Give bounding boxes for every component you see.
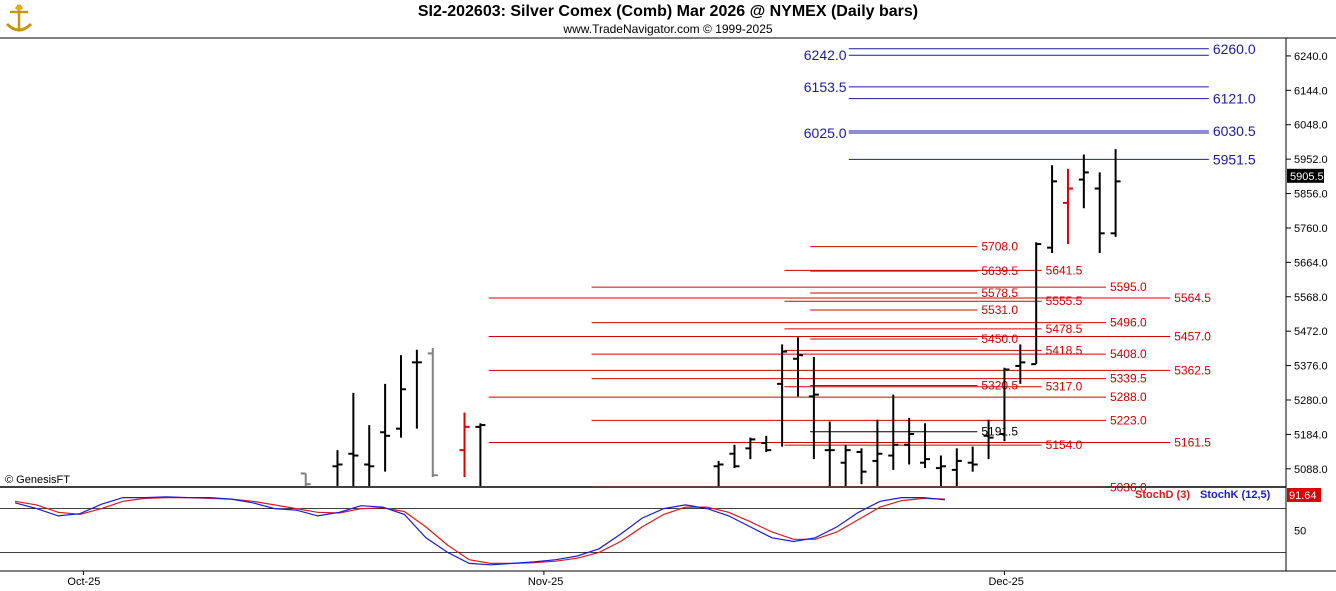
level-label: 5450.0	[981, 332, 1018, 346]
level-label: 5457.0	[1174, 330, 1211, 344]
level-label: 5496.0	[1110, 316, 1147, 330]
stoch-d-line	[14, 497, 946, 564]
level-label: 5951.5	[1213, 151, 1256, 167]
level-label: 6242.0	[804, 47, 847, 63]
price-tick-label: 5280.0	[1294, 395, 1328, 407]
stoch-tick-label: 50	[1294, 526, 1306, 538]
level-label: 5154.0	[1046, 438, 1083, 452]
trade-navigator-logo-icon	[4, 2, 34, 34]
price-tick-label: 5472.0	[1294, 326, 1328, 338]
level-label: 5418.5	[1046, 343, 1083, 357]
level-label: 5641.5	[1046, 263, 1083, 277]
price-tick-label: 5856.0	[1294, 189, 1328, 201]
level-label: 5531.0	[981, 303, 1018, 317]
level-label: 5362.5	[1174, 363, 1211, 377]
price-tick-label: 6144.0	[1294, 85, 1328, 97]
stochastic-panel: 50 StochD (3) StochK (12,5) 91.64	[0, 488, 1321, 566]
chart-header: SI2-202603: Silver Comex (Comb) Mar 2026…	[0, 0, 1336, 38]
time-tick-label: Dec-25	[988, 576, 1023, 588]
price-tick-label: 5568.0	[1294, 292, 1328, 304]
price-tick-label: 5760.0	[1294, 223, 1328, 235]
chart-title: SI2-202603: Silver Comex (Comb) Mar 2026…	[417, 3, 919, 20]
time-tick-label: Oct-25	[67, 576, 100, 588]
copyright-label: © GenesisFT	[5, 474, 70, 486]
price-tick-label: 6240.0	[1294, 51, 1328, 63]
level-label: 6025.0	[804, 125, 847, 141]
level-label: 5578.5	[981, 286, 1018, 300]
level-label: 5555.5	[1046, 294, 1083, 308]
level-label: 5320.5	[981, 378, 1018, 392]
level-label: 6121.0	[1213, 91, 1256, 107]
price-level-lines: 6260.0 6242.0 6153.5 6121.0 6030.5 6025.0 5951…	[488, 41, 1256, 494]
level-label: 5708.0	[981, 240, 1018, 254]
price-tick-label: 5088.0	[1294, 464, 1328, 476]
price-tick-label: 5184.0	[1294, 429, 1328, 441]
level-label: 6260.0	[1213, 41, 1256, 57]
level-label: 5595.0	[1110, 280, 1147, 294]
level-label: 6030.5	[1213, 123, 1256, 139]
level-label: 5639.5	[981, 264, 1018, 278]
stoch-k-line	[14, 496, 946, 566]
price-tick-label: 5952.0	[1294, 154, 1328, 166]
level-label: 5317.0	[1046, 380, 1083, 394]
level-label: 6153.5	[804, 79, 847, 95]
level-label: 5339.5	[1110, 372, 1147, 386]
stoch-d-legend: StochD (3)	[1135, 489, 1190, 501]
level-label: 5223.0	[1110, 413, 1147, 427]
ohlc-bars	[300, 149, 1121, 486]
stoch-k-legend: StochK (12,5)	[1200, 489, 1271, 501]
price-tick-label: 6048.0	[1294, 120, 1328, 132]
chart-subtitle: www.TradeNavigator.com © 1999-2025	[563, 22, 773, 36]
current-price-label: 5905.5	[1290, 171, 1324, 183]
stoch-value-flag	[1287, 488, 1321, 502]
current-price-flag	[1287, 168, 1324, 183]
level-label: 5564.5	[1174, 291, 1211, 305]
level-label: 5036.0	[1110, 480, 1147, 494]
price-tick-label: 5376.0	[1294, 361, 1328, 373]
time-tick-label: Nov-25	[528, 576, 563, 588]
stoch-value-label: 91.64	[1289, 490, 1317, 502]
level-label: 5408.0	[1110, 347, 1147, 361]
price-axis: 6240.0 6144.0 6048.0 5952.0 5856.0 5760.0 5664…	[1286, 51, 1328, 476]
level-label: 5191.5	[981, 425, 1018, 439]
level-label: 5478.5	[1046, 322, 1083, 336]
price-tick-label: 5664.0	[1294, 257, 1328, 269]
level-label: 5288.0	[1110, 390, 1147, 404]
level-label: 5161.5	[1174, 435, 1211, 449]
